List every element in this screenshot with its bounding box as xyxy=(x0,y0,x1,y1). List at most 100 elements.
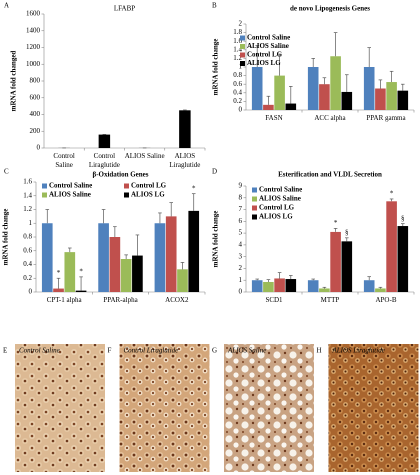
bar xyxy=(53,288,64,292)
legend-label: ALIOS Saline xyxy=(259,195,301,203)
legend-swatch xyxy=(252,214,257,220)
y-tick-label: 600 xyxy=(30,93,41,101)
bar xyxy=(98,223,109,292)
y-tick-label: 2 xyxy=(239,20,243,28)
x-tick-label: PPAR gamma xyxy=(366,114,406,122)
significance-marker: * xyxy=(192,184,196,192)
legend-swatch xyxy=(240,61,245,66)
image-caption: ALIOS Liraglutide xyxy=(332,347,385,355)
significance-marker: * xyxy=(334,219,338,227)
y-tick-label: 0.2 xyxy=(233,97,242,105)
y-tick-label: 7 xyxy=(239,205,243,213)
legend-swatch xyxy=(124,192,129,198)
panel-label: F xyxy=(108,347,112,355)
y-tick-label: 1.6 xyxy=(23,178,32,186)
bar xyxy=(64,252,76,292)
bar xyxy=(179,110,191,148)
y-tick-label: 1.8 xyxy=(233,28,242,36)
bar xyxy=(386,82,397,110)
image-caption: Control Saline xyxy=(19,347,60,355)
legend-swatch xyxy=(240,44,245,49)
y-tick-label: 800 xyxy=(30,77,41,85)
chart-title: de novo Lipogenesis Genes xyxy=(290,5,370,13)
bar xyxy=(41,223,53,292)
y-axis-label: mRNA fold change xyxy=(2,209,10,266)
x-tick-label: CPT-1 alpha xyxy=(46,296,82,304)
significance-marker: * xyxy=(79,267,83,275)
x-tick-label: SCD1 xyxy=(265,296,283,304)
y-tick-label: 4 xyxy=(239,240,243,248)
legend-label: Control LG xyxy=(247,51,283,59)
legend-label: ALIOS Saline xyxy=(49,191,91,199)
legend-label: ALIOS Saline xyxy=(247,42,289,50)
y-tick-label: 1400 xyxy=(26,26,41,34)
chart-title: Esterification and VLDL Secretion xyxy=(278,171,382,179)
x-tick-label: ACC alpha xyxy=(314,114,346,122)
legend-label: Control Saline xyxy=(247,34,290,42)
bar xyxy=(397,90,409,110)
bar xyxy=(363,280,375,292)
bar xyxy=(307,67,319,110)
bar xyxy=(165,216,177,292)
bar xyxy=(386,201,397,292)
y-tick-label: 3 xyxy=(239,252,243,260)
panel-label: B xyxy=(212,2,217,10)
significance-marker: § xyxy=(345,228,349,236)
panel-label: D xyxy=(212,168,217,176)
y-tick-label: 0.8 xyxy=(23,233,32,241)
image-caption: ALIOS Saline xyxy=(227,347,266,355)
significance-marker: * xyxy=(57,269,61,277)
legend-swatch xyxy=(240,35,245,41)
y-tick-label: 0 xyxy=(37,144,41,152)
x-tick-label: Control Saline xyxy=(53,152,75,169)
legend-label: Control LG xyxy=(259,204,295,212)
chart-title: β-Oxidation Genes xyxy=(93,171,149,179)
bar xyxy=(154,223,166,292)
x-tick-label: MTTP xyxy=(320,296,340,304)
y-tick-label: 5 xyxy=(239,229,243,237)
legend-label: Control Saline xyxy=(259,186,302,194)
x-tick-label: ALIOS Liraglutide xyxy=(169,152,201,169)
legend-label: ALIOS LG xyxy=(247,59,281,67)
x-tick-label: APO-B xyxy=(375,296,397,304)
bar xyxy=(319,288,330,292)
bar xyxy=(375,88,386,110)
y-tick-label: 1.4 xyxy=(23,191,32,199)
legend-label: ALIOS LG xyxy=(259,213,293,221)
legend-swatch xyxy=(124,183,129,189)
y-tick-label: 0.2 xyxy=(23,274,32,282)
legend-swatch xyxy=(252,205,257,211)
y-tick-label: 0 xyxy=(239,106,243,114)
legend-swatch xyxy=(252,196,257,202)
histology-image xyxy=(224,344,314,472)
y-tick-label: 1600 xyxy=(26,10,41,18)
y-tick-label: 400 xyxy=(30,110,41,118)
bar xyxy=(263,104,274,110)
y-tick-label: 1.6 xyxy=(233,37,242,45)
image-caption: Control Liraglutide xyxy=(124,347,179,355)
y-tick-label: 8 xyxy=(239,193,243,201)
y-tick-label: 1000 xyxy=(26,60,41,68)
y-tick-label: 0.6 xyxy=(23,246,32,254)
panel-label: A xyxy=(4,2,9,10)
histology-image xyxy=(328,344,419,472)
y-tick-label: 1 xyxy=(29,219,33,227)
bar xyxy=(285,279,297,292)
bar xyxy=(188,210,200,292)
legend-label: Control LG xyxy=(131,182,167,190)
y-tick-label: 1.4 xyxy=(233,45,242,53)
chart-title: LFABP xyxy=(114,5,135,13)
y-tick-label: 1.2 xyxy=(233,54,242,62)
bar xyxy=(330,231,341,292)
histology-image xyxy=(119,344,210,472)
legend-swatch xyxy=(42,192,47,198)
y-tick-label: 0.4 xyxy=(233,88,242,96)
y-tick-label: 1 xyxy=(239,276,243,284)
bar xyxy=(341,91,353,110)
bar xyxy=(109,237,121,292)
bar xyxy=(120,259,132,292)
x-tick-label: ALIOS Saline xyxy=(124,152,165,160)
legend-label: Control Saline xyxy=(49,182,92,190)
bar xyxy=(363,67,375,110)
